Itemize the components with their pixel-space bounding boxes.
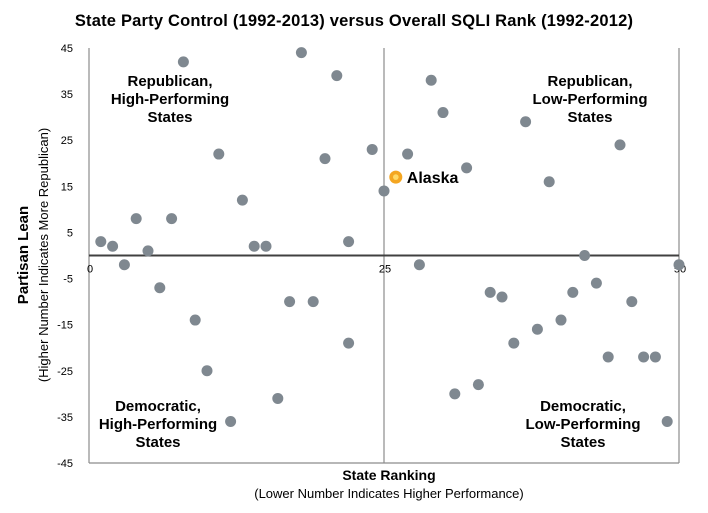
- y-tick-label: -5: [63, 274, 73, 286]
- data-point: [272, 392, 284, 404]
- x-tick-label: 25: [379, 264, 391, 276]
- y-axis-label: Partisan Lean: [15, 206, 32, 304]
- data-point: [343, 236, 355, 248]
- data-point: [508, 337, 520, 349]
- y-tick-label: 35: [61, 89, 73, 101]
- data-point: [590, 277, 602, 289]
- data-point: [166, 213, 178, 225]
- data-point: [555, 314, 567, 326]
- quadrant-label-top-right: Low-Performing: [533, 91, 648, 108]
- data-point: [531, 323, 543, 335]
- highlight-group: Alaska: [389, 170, 458, 187]
- y-tick-label: 45: [61, 43, 73, 55]
- data-point: [201, 365, 213, 377]
- data-point: [95, 236, 107, 248]
- y-tick-label: -15: [57, 320, 73, 332]
- x-axis-label: State Ranking: [342, 467, 435, 483]
- data-point: [437, 107, 449, 119]
- data-point: [225, 416, 237, 427]
- data-point: [307, 296, 319, 308]
- data-point: [107, 240, 119, 252]
- data-point: [543, 176, 555, 188]
- data-point: [260, 240, 272, 252]
- chart-title: State Party Control (1992-2013) versus O…: [74, 12, 634, 30]
- y-tick-label: -35: [57, 412, 73, 424]
- data-point: [425, 74, 437, 86]
- quadrant-labels: Republican,High-PerformingStatesRepublic…: [99, 73, 648, 451]
- data-point: [496, 291, 508, 303]
- data-point: [402, 148, 414, 160]
- x-tick-label: 0: [87, 264, 93, 276]
- y-tick-label: -45: [57, 458, 73, 470]
- quadrant-label-top-left: High-Performing: [111, 91, 229, 108]
- data-point: [236, 194, 248, 206]
- data-point: [130, 213, 142, 225]
- data-point: [319, 153, 331, 165]
- data-point: [638, 351, 650, 363]
- data-point: [118, 259, 130, 271]
- quadrant-label-top-right: Republican,: [547, 73, 632, 90]
- x-axis-sublabel: (Lower Number Indicates Higher Performan…: [254, 486, 524, 501]
- y-tick-label: 15: [61, 181, 73, 193]
- data-point: [614, 139, 626, 151]
- quadrant-label-bottom-left: Democratic,: [115, 398, 201, 415]
- quadrant-label-bottom-right: Low-Performing: [526, 416, 641, 433]
- data-point: [673, 259, 685, 271]
- data-point: [189, 314, 201, 326]
- data-point: [284, 296, 296, 308]
- y-tick-label: -25: [57, 366, 73, 378]
- data-point: [449, 388, 461, 400]
- data-point: [413, 259, 425, 271]
- data-point: [177, 56, 189, 68]
- data-point: [602, 351, 614, 363]
- data-point: [331, 70, 343, 82]
- quadrant-label-top-left: Republican,: [127, 73, 212, 90]
- quadrant-label-bottom-left: High-Performing: [99, 416, 217, 433]
- data-points: [95, 47, 685, 427]
- data-point: [472, 379, 484, 391]
- data-point: [343, 337, 355, 349]
- data-point: [661, 416, 673, 427]
- data-point: [154, 282, 166, 294]
- data-point: [213, 148, 225, 160]
- data-point: [649, 351, 661, 363]
- data-point: [626, 296, 638, 308]
- y-axis-sublabel: (Higher Number Indicates More Republican…: [36, 128, 51, 382]
- data-point: [461, 162, 473, 174]
- data-point: [378, 185, 390, 197]
- data-point: [295, 47, 307, 59]
- y-tick-label: 25: [61, 135, 73, 147]
- data-point: [366, 143, 378, 155]
- data-point: [579, 250, 591, 261]
- quadrant-label-bottom-right: Democratic,: [540, 398, 626, 415]
- data-point: [520, 116, 532, 128]
- data-point: [567, 286, 579, 298]
- y-tick-label: 5: [67, 227, 73, 239]
- data-point: [248, 240, 260, 252]
- highlight-point-center: [393, 174, 399, 180]
- data-point: [142, 245, 154, 257]
- highlight-label: Alaska: [407, 170, 459, 187]
- quadrant-label-bottom-right: States: [560, 434, 605, 451]
- quadrant-label-bottom-left: States: [135, 434, 180, 451]
- quadrant-label-top-right: States: [567, 109, 612, 126]
- data-point: [484, 286, 496, 298]
- quadrant-label-top-left: States: [147, 109, 192, 126]
